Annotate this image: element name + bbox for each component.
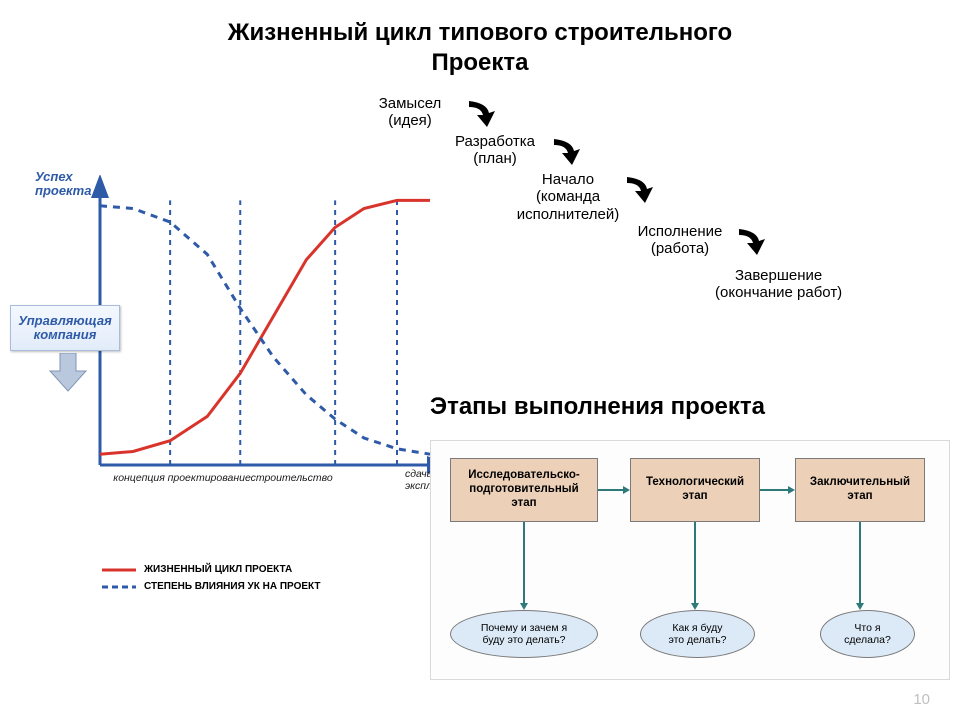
cascade-arrow-3-icon bbox=[735, 227, 769, 257]
page-number: 10 bbox=[913, 691, 930, 708]
svg-text:проектирование: проектирование bbox=[168, 472, 251, 484]
cascade-step-3: Исполнение(работа) bbox=[620, 223, 740, 258]
stage-h-arrow-1-icon bbox=[760, 485, 795, 495]
question-ellipse-2: Что ясделала? bbox=[820, 610, 915, 658]
page-title: Жизненный цикл типового строительного Пр… bbox=[0, 18, 960, 78]
legend-item-blue: СТЕПЕНЬ ВЛИЯНИЯ УК НА ПРОЕКТ bbox=[102, 578, 321, 595]
company-box: Управляющая компания bbox=[10, 305, 120, 351]
question-ellipse-1: Как я будуэто делать? bbox=[640, 610, 755, 658]
cascade-step-1: Разработка(план) bbox=[435, 133, 555, 168]
title-line2: Проекта bbox=[431, 49, 528, 76]
title-line1: Жизненный цикл типового строительного bbox=[228, 19, 732, 46]
stages-subtitle: Этапы выполнения проекта bbox=[430, 393, 765, 421]
cascade-step-4: Завершение(окончание работ) bbox=[715, 267, 842, 302]
company-arrow-icon bbox=[46, 353, 90, 393]
legend-item-red: ЖИЗНЕННЫЙ ЦИКЛ ПРОЕКТА bbox=[102, 561, 321, 578]
stage-v-arrow-1-icon bbox=[690, 522, 700, 610]
cascade-step-0: Замысел(идея) bbox=[350, 95, 470, 130]
cascade-arrow-0-icon bbox=[465, 99, 499, 129]
stage-h-arrow-0-icon bbox=[598, 485, 630, 495]
stage-box-0: Исследовательско-подготовительныйэтап bbox=[450, 458, 598, 522]
cascade-arrow-2-icon bbox=[623, 175, 657, 205]
chart-legend: ЖИЗНЕННЫЙ ЦИКЛ ПРОЕКТА СТЕПЕНЬ ВЛИЯНИЯ У… bbox=[102, 561, 321, 595]
svg-text:концепция: концепция bbox=[113, 472, 165, 484]
stage-box-1: Технологическийэтап bbox=[630, 458, 760, 522]
stage-v-arrow-2-icon bbox=[855, 522, 865, 610]
svg-text:строительство: строительство bbox=[251, 472, 333, 484]
stage-box-2: Заключительныйэтап bbox=[795, 458, 925, 522]
cascade-step-2: Начало(командаисполнителей) bbox=[508, 171, 628, 223]
cascade-arrow-1-icon bbox=[550, 137, 584, 167]
stages-flowchart: Исследовательско-подготовительныйэтап Те… bbox=[430, 440, 950, 680]
y-axis-label: Успех проекта bbox=[35, 170, 91, 197]
question-ellipse-0: Почему и зачем ябуду это делать? bbox=[450, 610, 598, 658]
phase-cascade: Замысел(идея) Разработка(план) Начало(ко… bbox=[350, 95, 930, 335]
stage-v-arrow-0-icon bbox=[519, 522, 529, 610]
